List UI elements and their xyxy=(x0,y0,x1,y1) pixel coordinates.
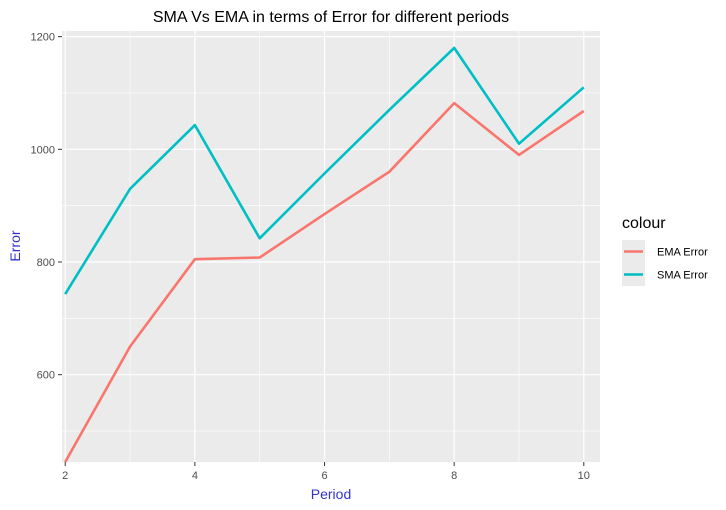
series-line-sma-error xyxy=(64,46,585,295)
series-line-ema-error xyxy=(64,101,585,463)
legend-title: colour xyxy=(622,215,666,232)
legend-item-ema-error: EMA Error xyxy=(622,240,708,263)
x-tick-label: 8 xyxy=(451,470,457,482)
x-tick-label: 2 xyxy=(62,470,68,482)
y-axis-ticks: 600 800 1000 1200 xyxy=(31,32,62,382)
legend-item-sma-error: SMA Error xyxy=(622,263,708,286)
series-lines xyxy=(64,46,585,463)
y-tick-label: 1200 xyxy=(31,32,55,44)
legend-label: EMA Error xyxy=(657,247,708,259)
plot-panel xyxy=(62,31,600,462)
x-tick-label: 4 xyxy=(192,470,198,482)
x-tick-label: 6 xyxy=(321,470,327,482)
y-tick-label: 600 xyxy=(37,370,55,382)
legend: colour EMA Error SMA Error xyxy=(622,215,708,286)
y-tick-label: 800 xyxy=(37,257,55,269)
y-tick-label: 1000 xyxy=(31,144,55,156)
legend-items: EMA Error SMA Error xyxy=(622,240,708,286)
x-axis-ticks: 2 4 6 8 10 xyxy=(62,462,590,482)
chart-title: SMA Vs EMA in terms of Error for differe… xyxy=(153,9,509,26)
x-axis-title: Period xyxy=(311,486,351,502)
x-tick-label: 10 xyxy=(578,470,590,482)
y-axis-title: Error xyxy=(7,230,23,261)
legend-label: SMA Error xyxy=(657,270,708,282)
